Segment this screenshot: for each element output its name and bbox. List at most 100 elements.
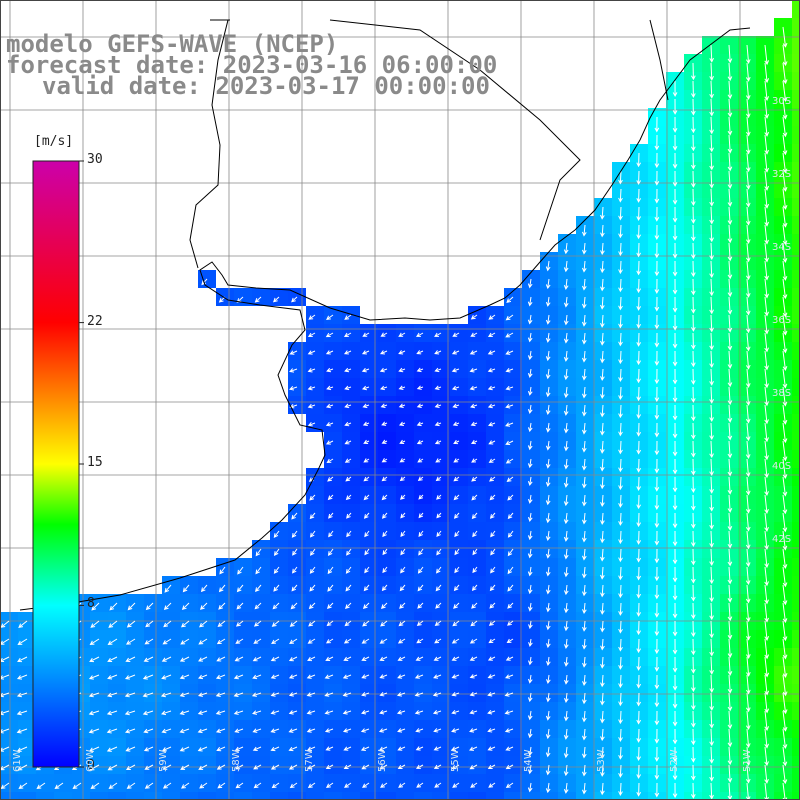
wind-arrow bbox=[581, 710, 587, 723]
wind-arrow bbox=[672, 98, 678, 115]
wind-arrow bbox=[327, 476, 334, 482]
wind-arrow bbox=[636, 170, 642, 185]
wind-arrow bbox=[470, 314, 478, 320]
wind-arrow bbox=[672, 458, 678, 475]
wind-arrow bbox=[327, 584, 334, 592]
wind-arrow bbox=[746, 656, 751, 677]
wind-arrow bbox=[654, 296, 660, 312]
wind-arrow bbox=[582, 674, 587, 687]
wind-arrow bbox=[270, 764, 280, 770]
wind-arrow bbox=[581, 422, 587, 435]
wind-arrow bbox=[764, 782, 769, 800]
wind-arrow bbox=[581, 764, 587, 777]
wind-cell bbox=[792, 684, 800, 702]
wind-arrow bbox=[327, 566, 334, 575]
wind-arrow bbox=[489, 512, 496, 519]
wind-arrow bbox=[672, 404, 678, 421]
wind-arrow bbox=[636, 152, 642, 168]
wind-arrow bbox=[709, 494, 714, 512]
wind-arrow bbox=[764, 620, 770, 641]
wind-cell bbox=[594, 792, 612, 800]
wind-arrow bbox=[345, 494, 352, 501]
wind-arrow bbox=[709, 188, 714, 207]
wind-arrow bbox=[379, 367, 388, 373]
wind-arrow bbox=[308, 602, 316, 610]
wind-arrow bbox=[654, 404, 660, 420]
wind-arrow bbox=[505, 674, 514, 679]
wind-arrow bbox=[180, 764, 190, 770]
wind-arrow bbox=[217, 620, 226, 627]
wind-arrow bbox=[507, 494, 514, 501]
wind-arrow bbox=[487, 746, 496, 751]
wind-arrow bbox=[144, 764, 154, 770]
wind-arrow bbox=[108, 782, 118, 789]
wind-arrow bbox=[782, 80, 788, 103]
wind-arrow bbox=[545, 368, 551, 380]
wind-arrow bbox=[782, 674, 788, 697]
wind-arrow bbox=[618, 620, 623, 634]
wind-arrow bbox=[345, 584, 352, 592]
wind-arrow bbox=[199, 620, 208, 628]
wind-arrow bbox=[636, 458, 642, 473]
wind-arrow bbox=[414, 674, 424, 679]
wind-arrow bbox=[504, 692, 514, 697]
wind-arrow bbox=[782, 278, 788, 300]
wind-arrow bbox=[344, 602, 352, 609]
wind-arrow bbox=[416, 782, 424, 788]
wind-arrow bbox=[488, 314, 496, 320]
wind-arrow bbox=[253, 620, 262, 627]
wind-arrow bbox=[563, 602, 569, 614]
wind-arrow bbox=[654, 224, 660, 241]
wind-cell bbox=[792, 630, 800, 648]
longitude-label: 59W bbox=[158, 749, 169, 772]
wind-arrow bbox=[545, 494, 551, 506]
wind-arrow bbox=[364, 530, 370, 538]
wind-arrow bbox=[581, 566, 587, 579]
wind-arrow bbox=[270, 710, 280, 715]
wind-arrow bbox=[88, 728, 100, 734]
wind-arrow bbox=[581, 692, 587, 705]
wind-cell bbox=[792, 414, 800, 432]
wind-arrow bbox=[382, 566, 388, 574]
wind-arrow bbox=[527, 386, 533, 396]
wind-arrow bbox=[727, 746, 733, 766]
wind-arrow bbox=[252, 746, 262, 752]
longitude-label: 56W bbox=[377, 749, 388, 772]
wind-arrow bbox=[654, 440, 660, 456]
wind-arrow bbox=[618, 530, 623, 545]
wind-arrow bbox=[636, 782, 642, 797]
wind-arrow bbox=[745, 512, 751, 532]
wind-arrow bbox=[309, 584, 316, 592]
wind-arrow bbox=[581, 368, 587, 381]
wind-arrow bbox=[237, 566, 244, 575]
wind-arrow bbox=[234, 656, 244, 662]
wind-arrow bbox=[618, 188, 623, 203]
wind-arrow bbox=[417, 602, 424, 609]
wind-arrow bbox=[581, 494, 587, 507]
wind-arrow bbox=[764, 188, 770, 209]
wind-arrow bbox=[709, 566, 714, 585]
wind-arrow bbox=[672, 476, 678, 493]
wind-arrow bbox=[379, 638, 388, 644]
wind-arrow bbox=[363, 476, 370, 482]
wind-arrow bbox=[309, 566, 316, 574]
wind-arrow bbox=[636, 260, 642, 276]
wind-cell bbox=[792, 666, 800, 684]
latitude-label: 42S bbox=[772, 534, 792, 545]
wind-cell bbox=[792, 576, 800, 594]
wind-arrow bbox=[527, 440, 533, 451]
wind-arrow bbox=[200, 584, 208, 593]
latitude-label: 36S bbox=[772, 315, 792, 326]
wind-arrow bbox=[581, 728, 587, 741]
wind-arrow bbox=[745, 278, 751, 298]
wind-arrow bbox=[436, 512, 442, 519]
wind-arrow bbox=[527, 764, 533, 775]
wind-arrow bbox=[709, 260, 714, 279]
wind-arrow bbox=[636, 188, 642, 203]
wind-arrow bbox=[89, 638, 100, 645]
wind-arrow bbox=[199, 782, 208, 789]
wind-arrow bbox=[782, 44, 788, 67]
wind-arrow bbox=[487, 764, 496, 769]
wind-arrow bbox=[216, 656, 226, 662]
wind-arrow bbox=[487, 674, 496, 679]
